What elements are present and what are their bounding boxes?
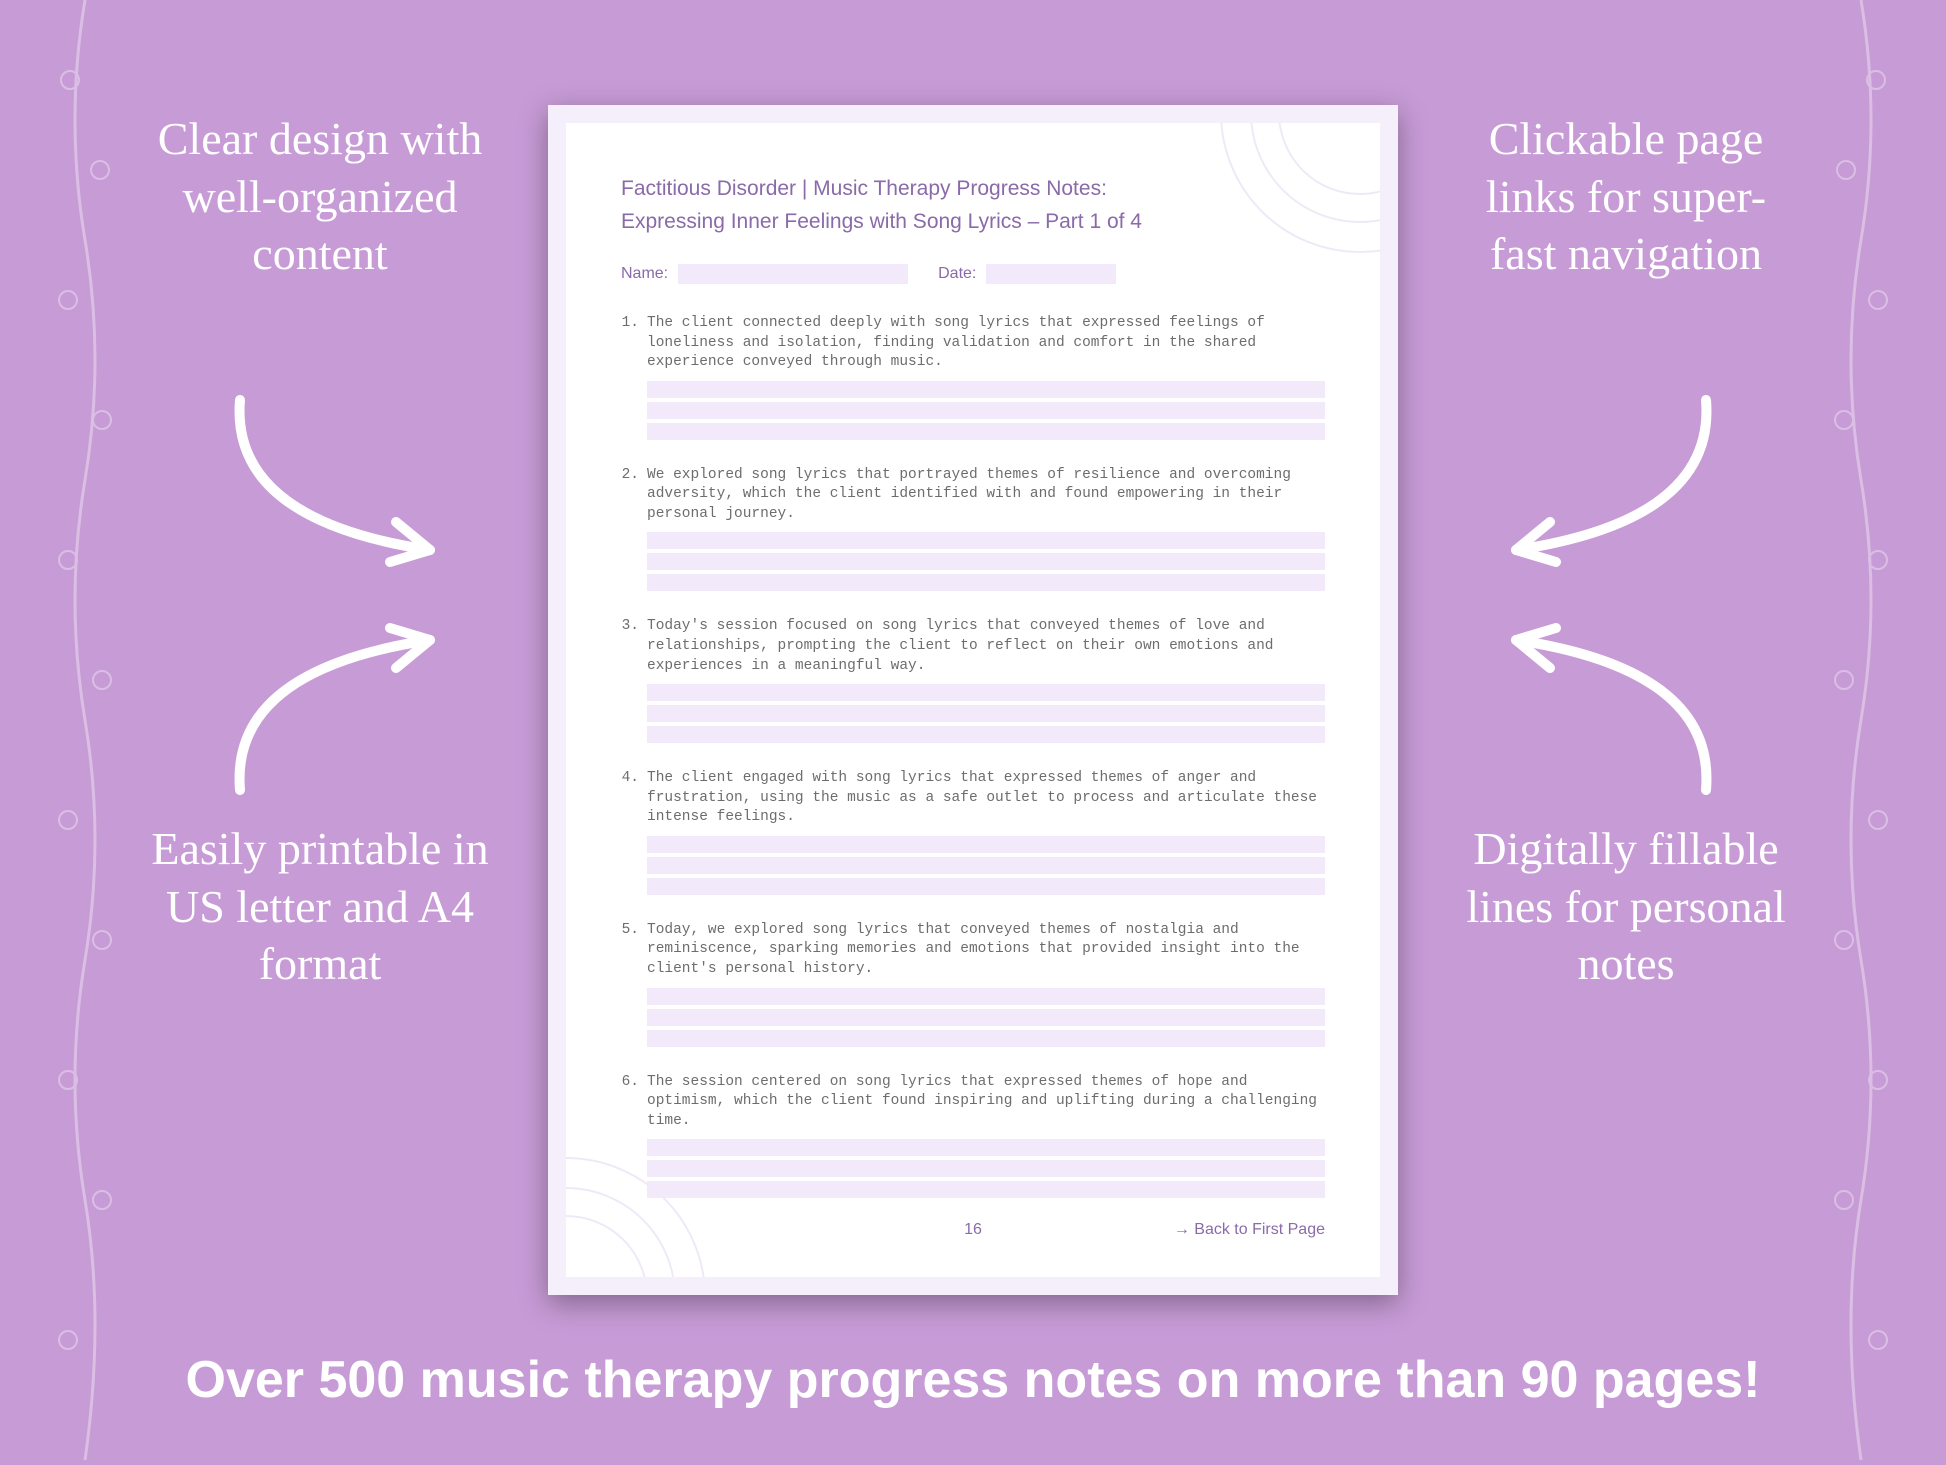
note-item: 5.Today, we explored song lyrics that co… [621,921,1325,1051]
note-fill-lines [647,836,1325,895]
note-text: Today's session focused on song lyrics t… [647,617,1325,676]
note-item: 1.The client connected deeply with song … [621,314,1325,444]
fillable-line[interactable] [647,878,1325,895]
note-fill-lines [647,1139,1325,1198]
note-body: Today, we explored song lyrics that conv… [647,921,1325,1051]
date-input[interactable] [986,264,1116,284]
note-number: 2. [621,466,639,596]
note-fill-lines [647,532,1325,591]
fillable-line[interactable] [647,423,1325,440]
meta-row: Name: Date: [621,264,1325,284]
back-to-first-page-link[interactable]: → Back to First Page [1174,1221,1325,1239]
note-body: Today's session focused on song lyrics t… [647,617,1325,747]
document-page-inner: Factitious Disorder | Music Therapy Prog… [566,123,1380,1277]
note-item: 6.The session centered on song lyrics th… [621,1073,1325,1203]
fillable-line[interactable] [647,836,1325,853]
note-number: 6. [621,1073,639,1203]
fillable-line[interactable] [647,532,1325,549]
fillable-line[interactable] [647,857,1325,874]
fillable-line[interactable] [647,988,1325,1005]
date-field: Date: [938,264,1116,284]
arrow-bottom-right [1476,610,1736,810]
note-item: 2.We explored song lyrics that portrayed… [621,466,1325,596]
fillable-line[interactable] [647,574,1325,591]
note-text: The client connected deeply with song ly… [647,314,1325,373]
note-body: The session centered on song lyrics that… [647,1073,1325,1203]
page-title-line2: Expressing Inner Feelings with Song Lyri… [621,206,1325,239]
note-number: 5. [621,921,639,1051]
fillable-line[interactable] [647,684,1325,701]
page-number: 16 [964,1221,982,1239]
note-body: The client engaged with song lyrics that… [647,769,1325,899]
fillable-line[interactable] [647,1160,1325,1177]
fillable-line[interactable] [647,1009,1325,1026]
arrow-top-right [1476,380,1736,580]
note-fill-lines [647,684,1325,743]
date-label: Date: [938,265,976,283]
fillable-line[interactable] [647,705,1325,722]
note-body: We explored song lyrics that portrayed t… [647,466,1325,596]
arrow-bottom-left [210,610,470,810]
bottom-banner: Over 500 music therapy progress notes on… [0,1350,1946,1410]
note-number: 1. [621,314,639,444]
notes-list: 1.The client connected deeply with song … [621,314,1325,1202]
note-body: The client connected deeply with song ly… [647,314,1325,444]
note-item: 3.Today's session focused on song lyrics… [621,617,1325,747]
decorative-vine-left [30,0,140,1460]
note-text: The session centered on song lyrics that… [647,1073,1325,1132]
name-field: Name: [621,264,908,284]
callout-bottom-left: Easily printable in US letter and A4 for… [150,820,490,993]
note-text: The client engaged with song lyrics that… [647,769,1325,828]
callout-top-right: Clickable page links for super-fast navi… [1456,110,1796,283]
note-item: 4.The client engaged with song lyrics th… [621,769,1325,899]
arrow-top-left [210,380,470,580]
decorative-vine-right [1806,0,1916,1460]
fillable-line[interactable] [647,553,1325,570]
note-number: 3. [621,617,639,747]
note-text: We explored song lyrics that portrayed t… [647,466,1325,525]
fillable-line[interactable] [647,1181,1325,1198]
note-text: Today, we explored song lyrics that conv… [647,921,1325,980]
callout-top-left: Clear design with well-organized content [150,110,490,283]
name-label: Name: [621,265,668,283]
page-title-line1: Factitious Disorder | Music Therapy Prog… [621,173,1325,206]
fillable-line[interactable] [647,726,1325,743]
document-page: Factitious Disorder | Music Therapy Prog… [548,105,1398,1295]
note-number: 4. [621,769,639,899]
fillable-line[interactable] [647,1139,1325,1156]
callout-bottom-right: Digitally fillable lines for personal no… [1456,820,1796,993]
fillable-line[interactable] [647,1030,1325,1047]
page-title: Factitious Disorder | Music Therapy Prog… [621,173,1325,238]
fillable-line[interactable] [647,402,1325,419]
page-footer: 16 → Back to First Page [621,1221,1325,1239]
note-fill-lines [647,381,1325,440]
fillable-line[interactable] [647,381,1325,398]
name-input[interactable] [678,264,908,284]
note-fill-lines [647,988,1325,1047]
